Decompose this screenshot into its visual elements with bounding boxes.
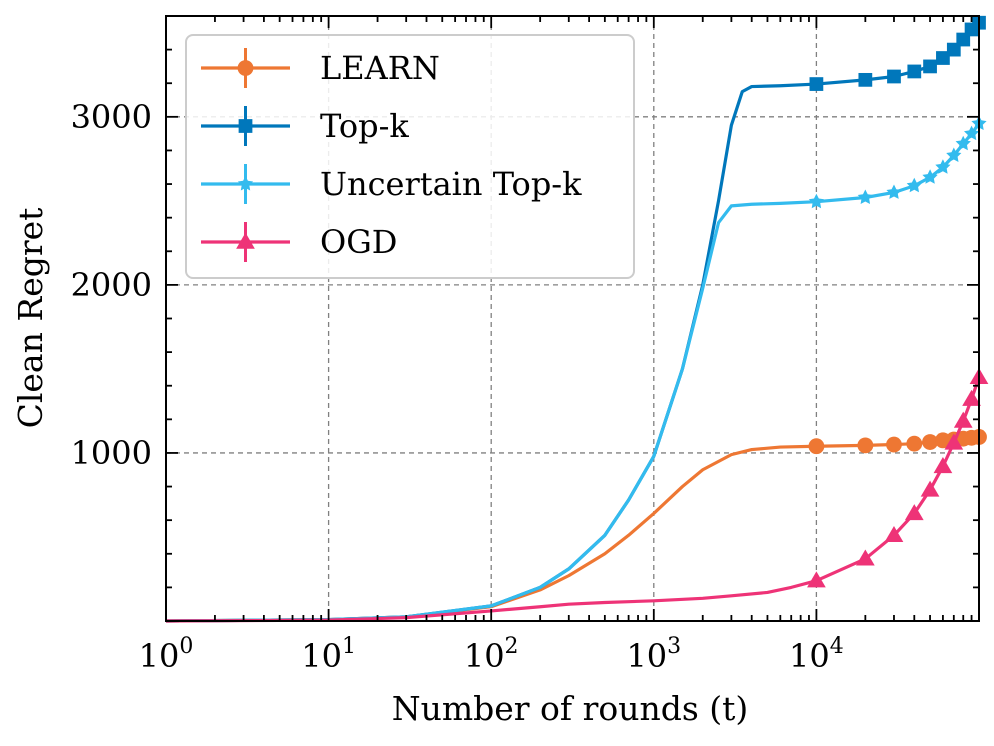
legend-item: LEARN: [201, 48, 440, 88]
marker-square: [238, 119, 253, 133]
x-tick-base: 10: [789, 637, 830, 675]
x-tick-label: 101: [301, 634, 356, 675]
marker-triangle: [236, 232, 255, 249]
marker-triangle: [933, 457, 953, 474]
series-line: [165, 435, 980, 623]
marker-circle: [808, 438, 825, 455]
x-tick-exponent: 0: [179, 634, 193, 659]
marker-triangle: [920, 480, 940, 497]
legend-label: OGD: [320, 223, 397, 261]
marker-circle: [906, 435, 923, 452]
y-tick-label: 1000: [71, 434, 152, 472]
x-tick-base: 10: [139, 637, 180, 675]
x-tick-label: 100: [139, 634, 194, 675]
marker-triangle: [884, 525, 904, 543]
marker-star: [237, 176, 254, 191]
marker-square: [923, 59, 937, 74]
marker-star: [886, 184, 902, 199]
y-tick-label: 2000: [71, 266, 152, 304]
marker-square: [858, 72, 873, 87]
series-circle: [165, 429, 987, 623]
legend-label: Top-k: [320, 107, 409, 145]
x-axis-title-text: Number of rounds (t): [392, 689, 749, 728]
legend-item: Uncertain Top-k: [201, 164, 582, 204]
x-tick-labels: 100 101 102 103 104: [139, 634, 844, 675]
marker-circle: [886, 436, 902, 453]
marker-square: [907, 64, 922, 79]
series-star: [165, 115, 987, 623]
legend-item: Top-k: [201, 106, 409, 146]
marker-square: [809, 77, 824, 91]
marker-star: [955, 135, 971, 151]
x-axis-title: Number of rounds (t): [392, 689, 749, 728]
marker-triangle: [904, 504, 924, 521]
x-tick-label: 102: [464, 634, 519, 675]
tick-marks: [165, 16, 979, 621]
x-tick-base: 10: [464, 637, 505, 675]
series-triangle: [165, 367, 989, 623]
marker-square: [936, 51, 950, 65]
marker-star: [935, 159, 951, 174]
y-axis-title: Clean Regret: [11, 208, 50, 429]
marker-triangle: [962, 389, 981, 406]
marker-star: [857, 189, 873, 204]
marker-triangle: [944, 433, 964, 450]
x-tick-exponent: 3: [667, 634, 681, 659]
legend: LEARN Top-k Uncertain Top-k OGD: [185, 34, 635, 279]
y-tick-label: 3000: [71, 98, 152, 136]
marker-star: [906, 177, 922, 193]
legend-label: LEARN: [320, 49, 440, 87]
marker-triangle: [807, 571, 826, 588]
x-tick-base: 10: [301, 637, 342, 675]
x-tick-exponent: 2: [505, 634, 519, 659]
marker-square: [887, 69, 901, 84]
marker-triangle: [953, 411, 973, 428]
marker-star: [808, 193, 824, 209]
legend-item: OGD: [201, 222, 397, 262]
marker-circle: [857, 437, 874, 454]
x-tick-exponent: 1: [342, 634, 356, 659]
x-tick-label: 103: [626, 634, 681, 675]
x-tick-label: 104: [789, 634, 844, 675]
x-tick-base: 10: [626, 637, 667, 675]
marker-star: [922, 169, 938, 184]
legend-box: [185, 34, 635, 279]
x-tick-exponent: 4: [830, 634, 844, 659]
marker-circle: [922, 434, 938, 450]
legend-label: Uncertain Top-k: [320, 165, 582, 203]
series-line: [165, 376, 981, 623]
y-tick-labels: 1000 2000 3000: [71, 98, 152, 472]
series-layer: [165, 15, 989, 623]
marker-star: [946, 147, 962, 162]
marker-circle: [237, 60, 254, 76]
marker-triangle: [855, 549, 875, 566]
marker-star: [964, 125, 980, 141]
